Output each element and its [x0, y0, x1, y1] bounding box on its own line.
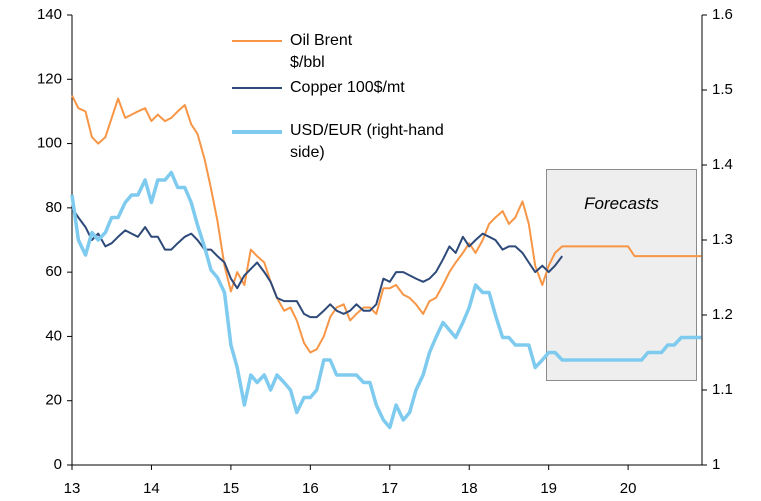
series-line — [71, 94, 702, 354]
y2-tick-label: 1.6 — [712, 6, 733, 23]
annotation: Forecasts — [584, 194, 659, 213]
legend-item: Copper 100$/mt — [232, 77, 450, 99]
legend-item: USD/EUR (right-hand side) — [232, 120, 450, 164]
x-tick-label: 14 — [143, 480, 160, 497]
y-tick-label: 120 — [37, 70, 62, 87]
legend-label: Copper 100$/mt — [290, 79, 405, 96]
y-tick-label: 0 — [54, 456, 62, 473]
legend-label: USD/EUR (right-hand side) — [290, 122, 444, 161]
series-line — [71, 207, 564, 319]
y-tick-label: 100 — [37, 135, 62, 152]
y-tick-label: 140 — [37, 6, 62, 23]
legend-label: Oil Brent $/bbl — [290, 32, 353, 71]
forecast-box: Forecasts — [546, 169, 697, 381]
y-tick-label: 20 — [45, 392, 62, 409]
x-tick-label: 19 — [540, 480, 557, 497]
y-tick-label: 60 — [45, 263, 62, 280]
x-tick-label: 18 — [461, 480, 478, 497]
x-tick-label: 13 — [64, 480, 81, 497]
legend-item: Oil Brent $/bbl — [232, 30, 380, 74]
legend-swatch — [232, 40, 282, 42]
y-tick-label: 80 — [45, 199, 62, 216]
x-tick-label: 15 — [223, 480, 240, 497]
y2-tick-label: 1.5 — [712, 81, 733, 98]
x-tick-label: 16 — [302, 480, 319, 497]
legend-swatch — [232, 87, 282, 89]
y-tick-label: 40 — [45, 327, 62, 344]
y2-tick-label: 1.3 — [712, 231, 733, 248]
series-line — [70, 170, 702, 430]
legend-swatch — [232, 130, 282, 134]
y2-tick-label: 1 — [712, 456, 720, 473]
x-tick-label: 17 — [381, 480, 398, 497]
y2-tick-label: 1.1 — [712, 381, 733, 398]
y2-tick-label: 1.2 — [712, 306, 733, 323]
x-tick-label: 20 — [620, 480, 637, 497]
y2-tick-label: 1.4 — [712, 156, 733, 173]
